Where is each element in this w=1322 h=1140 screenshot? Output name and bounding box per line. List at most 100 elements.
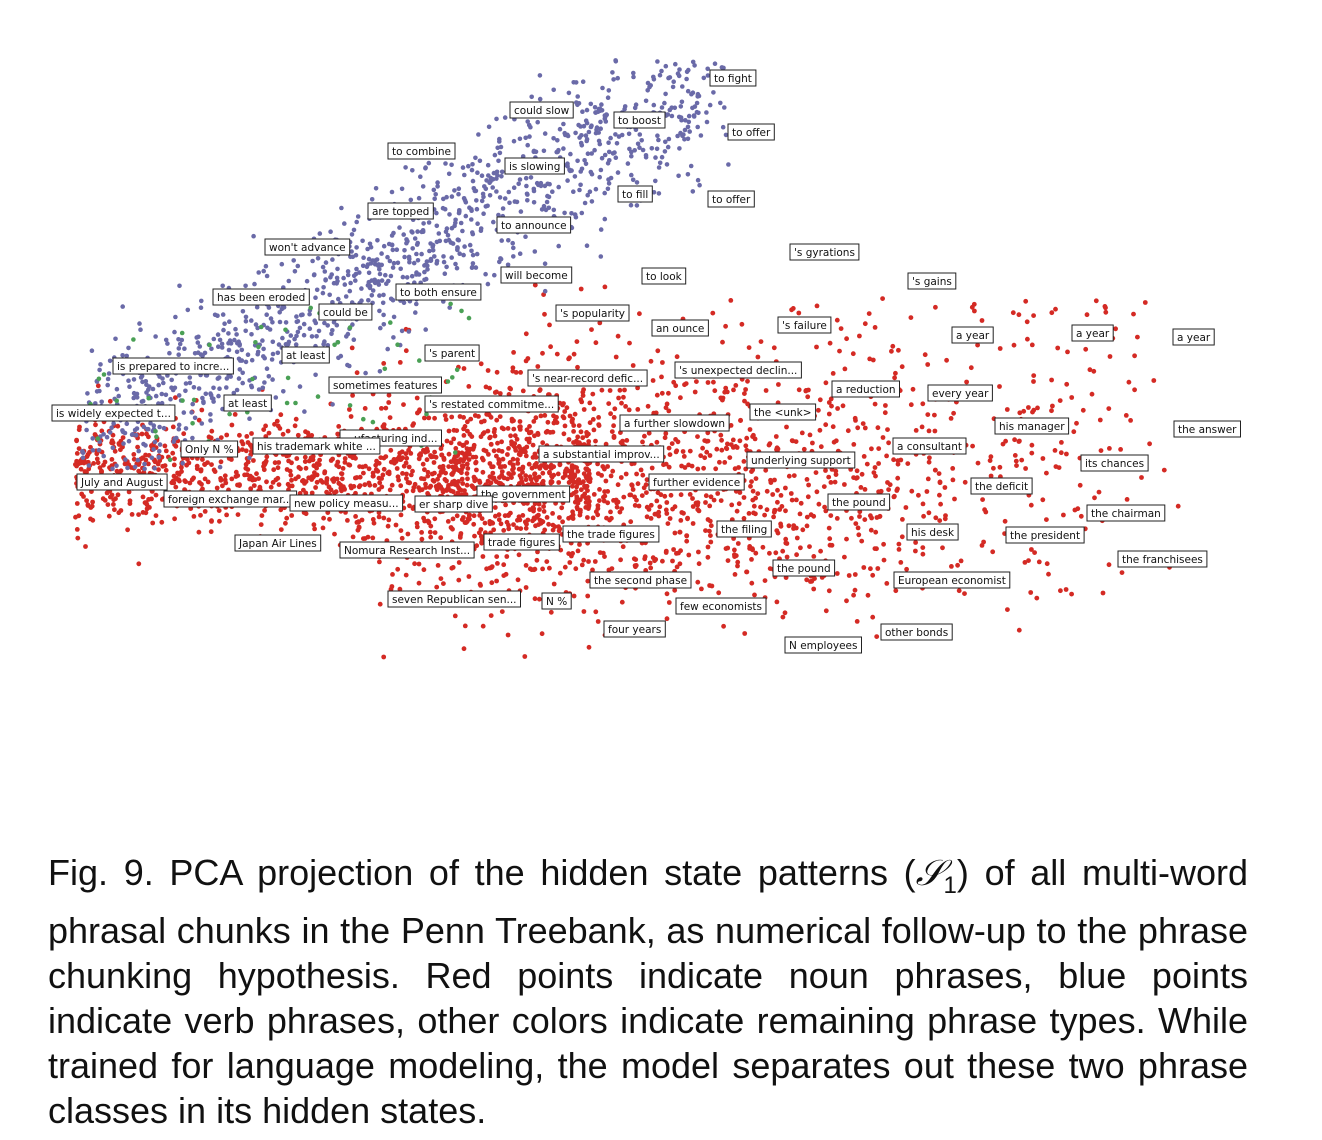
noun-phrase-point: [869, 446, 874, 452]
verb-phrase-point: [463, 200, 469, 205]
verb-phrase-point: [589, 199, 595, 204]
noun-phrase-point: [609, 515, 614, 521]
noun-phrase-point: [713, 466, 719, 472]
noun-phrase-point: [666, 445, 672, 451]
noun-phrase-point: [950, 477, 956, 483]
noun-phrase-point: [532, 433, 537, 439]
noun-phrase-point: [811, 554, 817, 559]
point-label-text: further evidence: [653, 477, 740, 489]
verb-phrase-point: [301, 332, 307, 338]
verb-phrase-point: [575, 158, 580, 164]
noun-phrase-point: [844, 598, 849, 604]
noun-phrase-point: [497, 414, 503, 419]
point-label-text: four years: [608, 624, 661, 636]
verb-phrase-point: [281, 389, 286, 394]
noun-phrase-point: [681, 454, 687, 459]
noun-phrase-point: [120, 435, 126, 440]
noun-phrase-point: [557, 515, 562, 520]
noun-phrase-point: [742, 631, 748, 636]
other-phrase-point: [179, 330, 185, 336]
noun-phrase-point: [249, 431, 254, 436]
noun-phrase-point: [491, 448, 497, 454]
noun-phrase-point: [196, 529, 202, 535]
noun-phrase-point: [835, 406, 840, 411]
noun-phrase-point: [581, 557, 587, 563]
noun-phrase-point: [211, 467, 217, 473]
verb-phrase-point: [347, 288, 353, 294]
noun-phrase-point: [468, 416, 474, 422]
noun-phrase-point: [448, 440, 454, 446]
noun-phrase-point: [870, 357, 876, 363]
verb-phrase-point: [578, 182, 583, 188]
verb-phrase-point: [90, 436, 95, 441]
verb-phrase-point: [198, 305, 204, 311]
noun-phrase-point: [864, 461, 870, 467]
verb-phrase-point: [351, 227, 357, 233]
point-label-text: the trade figures: [567, 529, 655, 541]
noun-phrase-point: [762, 512, 767, 518]
noun-phrase-point: [1075, 506, 1081, 512]
noun-phrase-point: [1031, 313, 1036, 318]
noun-phrase-point: [142, 500, 148, 506]
verb-phrase-point: [153, 334, 158, 339]
verb-phrase-point: [169, 377, 174, 383]
noun-phrase-point: [895, 475, 901, 481]
verb-phrase-point: [176, 422, 182, 428]
point-label: the pound: [827, 493, 891, 511]
verb-phrase-point: [456, 237, 462, 243]
verb-phrase-point: [497, 195, 503, 200]
noun-phrase-point: [374, 458, 379, 464]
verb-phrase-point: [656, 191, 662, 196]
noun-phrase-point: [578, 487, 584, 493]
noun-phrase-point: [735, 563, 740, 569]
noun-phrase-point: [677, 529, 683, 535]
verb-phrase-point: [662, 100, 667, 106]
noun-phrase-point: [499, 439, 504, 445]
noun-phrase-point: [439, 452, 444, 458]
verb-phrase-point: [323, 260, 329, 265]
noun-phrase-point: [866, 311, 872, 316]
verb-phrase-point: [449, 225, 455, 231]
noun-phrase-point: [828, 480, 834, 485]
noun-phrase-point: [465, 466, 471, 471]
verb-phrase-point: [499, 169, 505, 175]
noun-phrase-point: [209, 518, 214, 524]
noun-phrase-point: [1055, 345, 1061, 351]
noun-phrase-point: [574, 494, 580, 500]
verb-phrase-point: [457, 209, 462, 214]
noun-phrase-point: [477, 581, 483, 587]
noun-phrase-point: [171, 462, 177, 468]
verb-phrase-point: [179, 337, 185, 343]
verb-phrase-point: [381, 292, 386, 298]
verb-phrase-point: [132, 464, 138, 470]
noun-phrase-point: [749, 479, 754, 484]
noun-phrase-point: [611, 433, 617, 439]
noun-phrase-point: [340, 466, 346, 471]
noun-phrase-point: [418, 451, 423, 456]
noun-phrase-point: [591, 427, 597, 433]
verb-phrase-point: [298, 312, 304, 318]
noun-phrase-point: [823, 608, 829, 614]
noun-phrase-point: [900, 517, 905, 522]
noun-phrase-point: [852, 572, 858, 577]
point-label-text: a year: [1177, 332, 1211, 344]
verb-phrase-point: [525, 198, 530, 203]
noun-phrase-point: [656, 513, 662, 519]
noun-phrase-point: [653, 410, 659, 416]
verb-phrase-point: [291, 258, 297, 263]
noun-phrase-point: [1103, 309, 1109, 315]
verb-phrase-point: [615, 75, 620, 81]
verb-phrase-point: [511, 138, 517, 144]
noun-phrase-point: [159, 519, 165, 525]
noun-phrase-point: [837, 348, 842, 354]
verb-phrase-point: [138, 375, 144, 380]
noun-phrase-point: [568, 478, 574, 484]
noun-phrase-point: [556, 480, 562, 485]
verb-phrase-point: [211, 399, 216, 404]
verb-phrase-point: [654, 146, 660, 152]
verb-phrase-point: [584, 138, 589, 144]
noun-phrase-point: [577, 542, 582, 547]
noun-phrase-point: [702, 455, 708, 461]
noun-phrase-point: [514, 525, 520, 531]
other-phrase-point: [227, 411, 232, 417]
